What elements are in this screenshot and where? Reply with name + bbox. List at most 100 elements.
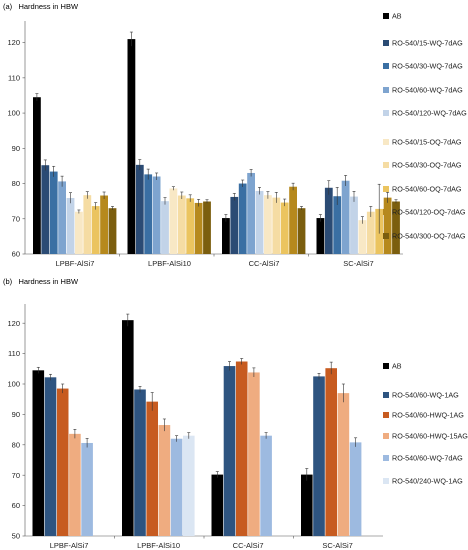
chart-b-y-tick-label: 110 [8, 349, 20, 358]
chart-b-bar [170, 438, 183, 536]
chart-b-bar [211, 474, 224, 536]
chart-b-y-tick-label: 90 [12, 410, 20, 419]
chart-a-legend-swatch [383, 13, 389, 19]
chart-b-y-tick-label: 70 [12, 471, 20, 480]
chart-a-bar [144, 174, 153, 254]
chart-a-legend-swatch [383, 63, 389, 69]
chart-b-y-tick-label: 120 [7, 319, 20, 328]
chart-b-legend-label: RO-540/60-HWQ-15AG [392, 432, 468, 441]
chart-b-legend-label: RO-540/60-WQ-1AG [392, 391, 459, 400]
chart-a-bar [264, 195, 272, 254]
chart-b-bar [337, 393, 350, 536]
chart-a-legend-swatch [383, 139, 389, 145]
chart-a-bar [247, 172, 255, 254]
chart-a-legend-label: RO-540/15-OQ-7dAG [392, 138, 462, 147]
chart-a-bar [289, 186, 297, 254]
chart-a-bar [358, 220, 367, 254]
chart-a-bar [83, 195, 92, 254]
chart-a-bar [75, 211, 83, 254]
chart-a-legend-swatch [383, 186, 389, 192]
chart-a-bar [100, 195, 108, 254]
chart-a-bar [238, 183, 247, 254]
chart-b-legend-label: RO-540/60-WQ-7dAG [392, 454, 463, 463]
chart-b-y-tick-label: 80 [12, 440, 20, 449]
chart-a-y-tick-label: 80 [12, 179, 20, 188]
chart-b-legend-swatch [383, 363, 389, 369]
chart-a-bar [333, 196, 342, 254]
chart-a-category-label: LPBF-AlSi7 [56, 259, 95, 268]
chart-a-category-label: LPBF-AlSi10 [148, 259, 191, 268]
chart-panel-a: (a) Hardness in HBW 60 70 80 90 100 110 120 LPB… [3, 2, 467, 268]
chart-b-bar [235, 361, 248, 536]
chart-b-legend-swatch [383, 478, 389, 484]
chart-b-legend-label: RO-540/240-WQ-1AG [392, 477, 463, 486]
chart-panel-b: (b) Hardness in HBW 50 60 70 80 90 100 110 120 L… [0, 275, 468, 550]
chart-a-bar [91, 206, 100, 254]
chart-b-y-tick-label: 60 [12, 501, 20, 510]
chart-b-legend-swatch [383, 412, 389, 418]
chart-b-bar [301, 474, 313, 536]
chart-a-bar [341, 180, 350, 254]
chart-a-bar [350, 196, 358, 254]
chart-a-bar [280, 202, 289, 254]
chart-b-category-label: SC-AlSi7 [322, 541, 352, 550]
chart-a-bar [366, 211, 375, 254]
chart-b-legend-label: AB [392, 362, 402, 371]
chart-b-svg: 50 60 70 80 90 100 110 120 LPBF-AlSi7 LPBF-AlSi10… [7, 304, 468, 550]
chart-b-y-tick-label: 50 [12, 532, 20, 541]
chart-a-bar [58, 181, 66, 254]
chart-a-bar [135, 164, 144, 254]
chart-b-bar [122, 320, 134, 536]
chart-b-title-text: Hardness in HBW [18, 277, 79, 286]
chart-b-bar [146, 401, 158, 536]
chart-a-title-text: Hardness in HBW [18, 2, 79, 11]
chart-a-bar [203, 201, 211, 254]
chart-b-category-label: CC-AlSi7 [233, 541, 264, 550]
chart-a-svg: 60 70 80 90 100 110 120 LPBF-AlSi7 LPBF-AlSi10 CC… [7, 12, 467, 268]
chart-a-bar [324, 187, 333, 254]
chart-b-legend-label: RO-540/60-HWQ-1AG [392, 411, 464, 420]
chart-b-bar [183, 435, 195, 536]
chart-a-category-label: SC-AlSi7 [343, 259, 373, 268]
chart-b-category-label: LPBF-AlSi7 [50, 541, 89, 550]
chart-a-bar [33, 97, 41, 254]
chart-a-legend-label: RO-540/300-OQ-7dAG [392, 232, 466, 241]
chart-a-legend-label: RO-540/60-WQ-7dAG [392, 86, 463, 95]
chart-a-y-tick-label: 100 [7, 109, 20, 118]
chart-a-bar [66, 197, 75, 254]
chart-b-bar [81, 442, 93, 536]
chart-b-bar [44, 377, 57, 536]
chart-a-bar [392, 201, 400, 254]
chart-a-legend-swatch [383, 209, 389, 215]
chart-b-bar [56, 388, 69, 536]
chart-a-bar [272, 197, 281, 254]
chart-b-legend-swatch [383, 433, 389, 439]
chart-a-legend-label: RO-540/120-WQ-7dAG [392, 109, 467, 118]
chart-a-legend-swatch [383, 110, 389, 116]
chart-b-bar [349, 442, 362, 536]
chart-a-y-tick-label: 60 [12, 250, 20, 259]
chart-b-bar [134, 389, 146, 536]
chart-b-category-label: LPBF-AlSi10 [137, 541, 180, 550]
chart-a-legend-label: RO-540/60-OQ-7dAG [392, 185, 462, 194]
chart-a-bar [161, 201, 169, 254]
chart-b-bar [325, 368, 337, 536]
chart-a-bar [152, 176, 161, 254]
chart-a-legend-label: RO-540/30-WQ-7dAG [392, 62, 463, 71]
chart-a-bar [316, 218, 325, 254]
chart-a-bar [41, 165, 50, 254]
chart-b-bar [69, 433, 81, 536]
chart-a-bar [297, 208, 306, 254]
chart-b-bar [260, 435, 272, 536]
chart-b-title: (b) Hardness in HBW [3, 277, 78, 286]
chart-a-legend-label: RO-540/120-OQ-7dAG [392, 208, 466, 217]
chart-a-legend-swatch [383, 233, 389, 239]
chart-a-legend-swatch [383, 87, 389, 93]
chart-a-legend-label: RO-540/15-WQ-7dAG [392, 39, 463, 48]
chart-a-bar [177, 195, 186, 254]
chart-a-legend-swatch [383, 40, 389, 46]
chart-a-panel-label: (a) [3, 2, 13, 11]
chart-a-legend-label: RO-540/30-OQ-7dAG [392, 161, 462, 170]
chart-b-y-tick-label: 100 [7, 380, 20, 389]
chart-b-bar [248, 372, 260, 536]
